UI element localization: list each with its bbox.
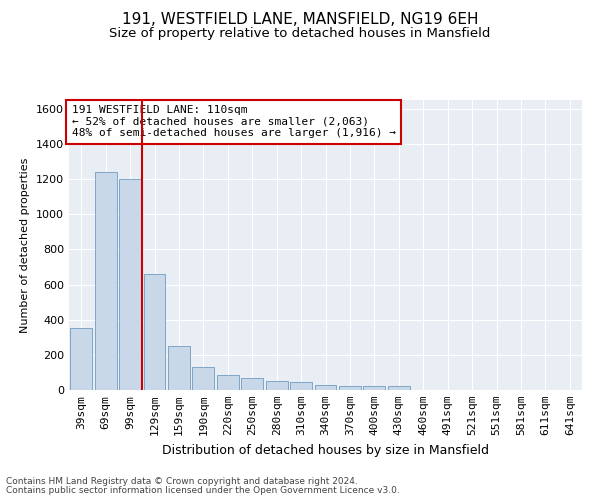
Text: Contains public sector information licensed under the Open Government Licence v3: Contains public sector information licen… (6, 486, 400, 495)
Bar (339, 386, 361, 390)
Text: 191, WESTFIELD LANE, MANSFIELD, NG19 6EH: 191, WESTFIELD LANE, MANSFIELD, NG19 6EH (122, 12, 478, 28)
Bar (143, 274, 166, 390)
Text: Contains HM Land Registry data © Crown copyright and database right 2024.: Contains HM Land Registry data © Crown c… (6, 477, 358, 486)
Bar (364, 386, 385, 390)
Bar (70, 328, 92, 390)
Y-axis label: Number of detached properties: Number of detached properties (20, 158, 31, 332)
Bar (193, 367, 214, 390)
Bar (266, 381, 287, 390)
Bar (241, 378, 263, 390)
Bar (388, 386, 410, 390)
Bar (314, 385, 337, 390)
Bar (290, 382, 312, 390)
X-axis label: Distribution of detached houses by size in Mansfield: Distribution of detached houses by size … (162, 444, 489, 456)
Bar (95, 172, 116, 390)
Text: Size of property relative to detached houses in Mansfield: Size of property relative to detached ho… (109, 28, 491, 40)
Bar (119, 179, 141, 390)
Text: 191 WESTFIELD LANE: 110sqm
← 52% of detached houses are smaller (2,063)
48% of s: 191 WESTFIELD LANE: 110sqm ← 52% of deta… (72, 106, 396, 138)
Bar (168, 346, 190, 390)
Bar (217, 375, 239, 390)
